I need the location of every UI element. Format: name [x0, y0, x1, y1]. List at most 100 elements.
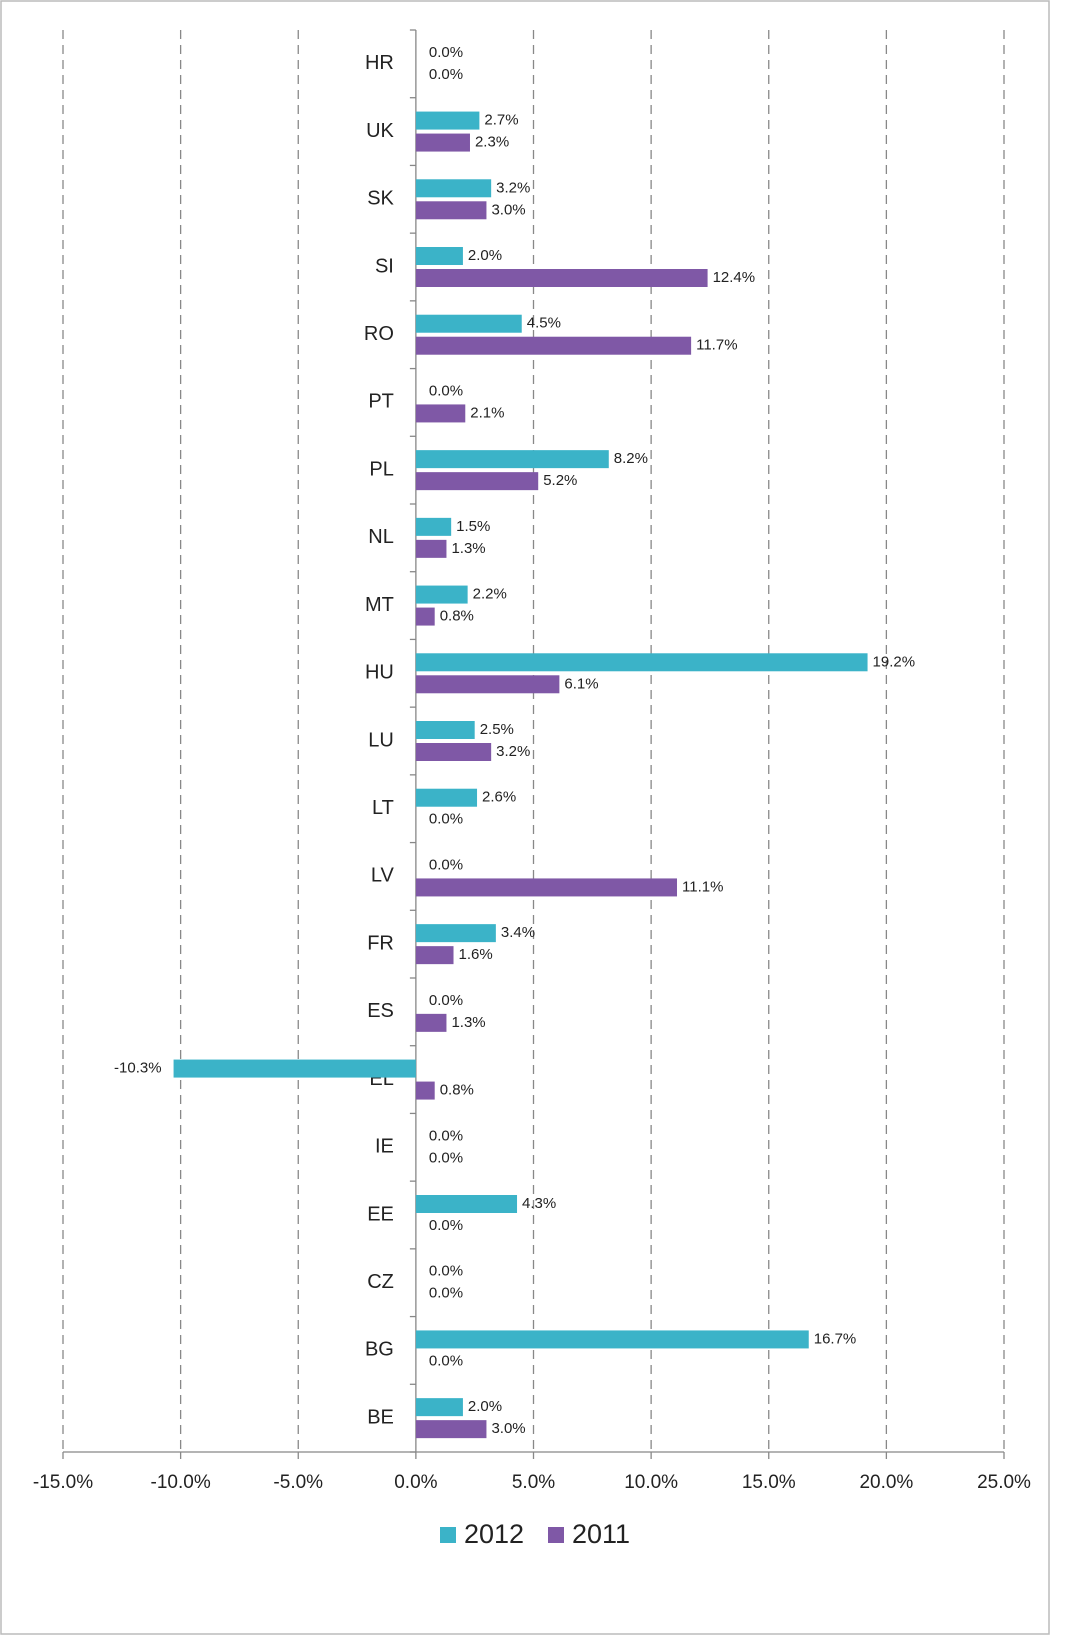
data-label: 0.0%	[429, 1285, 463, 1302]
category-label: BG	[365, 1339, 394, 1361]
category-label: RO	[364, 323, 394, 345]
data-label: -10.3%	[114, 1060, 162, 1077]
bar	[415, 607, 435, 626]
chart-border	[0, 0, 1050, 1635]
x-tick-label: 25.0%	[977, 1472, 1031, 1493]
data-label: 0.0%	[429, 1127, 463, 1144]
x-tick-label: 15.0%	[742, 1472, 796, 1493]
bar	[415, 133, 470, 152]
bar	[415, 472, 539, 491]
data-label: 8.2%	[614, 450, 648, 467]
bar	[415, 1330, 809, 1349]
category-label: EE	[367, 1203, 394, 1225]
bar	[415, 179, 492, 198]
data-label: 2.2%	[473, 586, 507, 603]
bar	[415, 539, 447, 558]
category-label: ES	[367, 1000, 394, 1022]
category-label: UK	[366, 120, 394, 142]
category-label: LU	[368, 729, 394, 751]
data-label: 0.0%	[429, 66, 463, 83]
data-label: 12.4%	[713, 269, 756, 286]
data-label: 2.0%	[468, 1398, 502, 1415]
data-label: 3.2%	[496, 179, 530, 196]
legend-swatch	[548, 1527, 564, 1543]
data-label: 0.0%	[429, 1149, 463, 1166]
bar	[415, 517, 452, 536]
category-label: SK	[367, 188, 394, 210]
bar	[415, 946, 454, 965]
data-label: 3.2%	[496, 743, 530, 760]
category-label: NL	[368, 526, 394, 548]
bar	[415, 247, 463, 265]
x-tick-label: 0.0%	[394, 1472, 437, 1493]
x-tick-label: 10.0%	[624, 1472, 678, 1493]
data-label: 3.0%	[491, 1420, 525, 1437]
data-label: 0.0%	[429, 1263, 463, 1280]
bar	[415, 201, 487, 220]
bar	[415, 788, 478, 807]
data-label: 1.5%	[456, 518, 490, 535]
category-label: FR	[367, 932, 394, 954]
bar	[415, 1081, 435, 1100]
data-label: 0.0%	[429, 44, 463, 61]
category-label: CZ	[367, 1271, 394, 1293]
data-label: 0.0%	[429, 1352, 463, 1369]
legend-swatch	[440, 1527, 456, 1543]
data-label: 6.1%	[564, 675, 598, 692]
bar	[415, 1195, 518, 1213]
x-tick-label: 5.0%	[512, 1472, 555, 1493]
bar	[415, 314, 522, 333]
category-label: HR	[365, 52, 394, 74]
category-label: SI	[375, 255, 394, 277]
category-label: LT	[372, 797, 394, 819]
bar	[415, 675, 560, 694]
data-label: 11.1%	[682, 878, 723, 895]
x-tick-label: -10.0%	[151, 1472, 211, 1493]
data-label: 0.0%	[429, 992, 463, 1009]
data-label: 1.3%	[451, 540, 485, 557]
data-label: 0.0%	[429, 382, 463, 399]
legend-label: 2012	[464, 1519, 524, 1549]
bar	[415, 336, 692, 355]
bar	[415, 1420, 487, 1439]
x-tick-label: -5.0%	[273, 1472, 323, 1493]
data-label: 0.0%	[429, 811, 463, 828]
data-label: 19.2%	[873, 653, 916, 670]
data-label: 0.0%	[429, 1217, 463, 1234]
data-label: 2.5%	[480, 721, 514, 738]
x-tick-label: -15.0%	[33, 1472, 93, 1493]
bar	[173, 1059, 416, 1078]
bar	[415, 111, 480, 130]
data-label: 3.4%	[501, 924, 535, 941]
data-label: 0.8%	[440, 1082, 474, 1099]
data-label: 11.7%	[696, 337, 737, 354]
data-label: 2.3%	[475, 134, 509, 151]
data-label: 3.0%	[491, 201, 525, 218]
data-label: 0.8%	[440, 608, 474, 625]
bar	[415, 450, 609, 469]
bar	[415, 653, 868, 672]
category-label: MT	[365, 594, 394, 616]
category-label: LV	[371, 865, 395, 887]
category-label: PL	[369, 458, 393, 480]
data-label: 16.7%	[814, 1330, 857, 1347]
category-label: IE	[375, 1136, 394, 1158]
data-label: 2.1%	[470, 404, 504, 421]
data-label: 1.6%	[459, 946, 493, 963]
bar	[415, 585, 468, 604]
category-label: HU	[365, 662, 394, 684]
data-label: 4.5%	[527, 315, 561, 332]
bar	[415, 1013, 447, 1032]
bar	[415, 878, 678, 897]
data-label: 2.6%	[482, 789, 516, 806]
data-label: 4.3%	[522, 1195, 556, 1212]
category-label: BE	[367, 1406, 394, 1428]
bar	[415, 269, 708, 287]
category-label: PT	[368, 391, 394, 413]
data-label: 0.0%	[429, 856, 463, 873]
data-label: 1.3%	[451, 1014, 485, 1031]
legend-label: 2011	[572, 1519, 630, 1549]
data-label: 2.7%	[484, 112, 518, 129]
